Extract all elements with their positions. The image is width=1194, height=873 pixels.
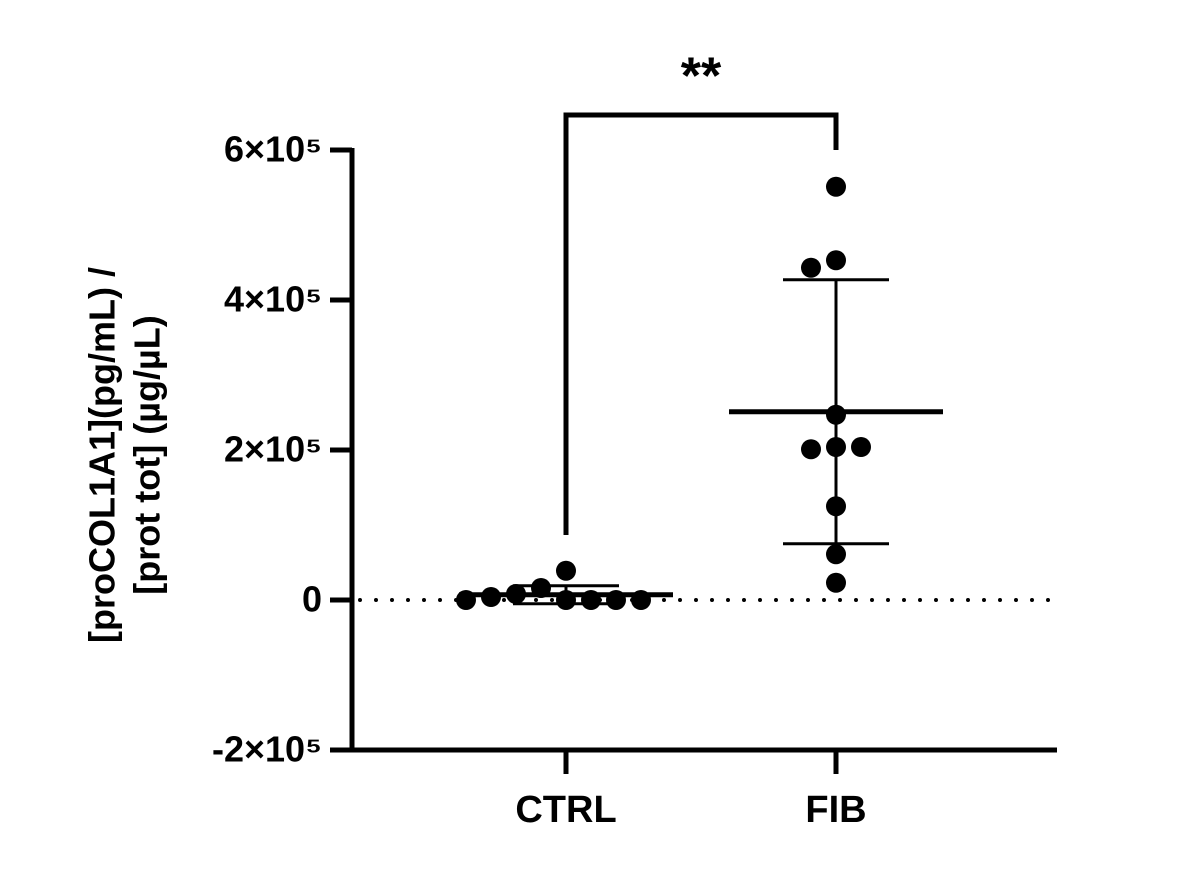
data-point (826, 250, 846, 271)
x-tick-label: FIB (805, 789, 866, 831)
data-point (826, 176, 846, 197)
y-axis-label: [prot tot] (µg/µL) (127, 315, 168, 594)
y-tick-label: 2×10⁵ (224, 429, 322, 470)
significance-bracket (563, 112, 839, 535)
y-axis-label: [proCOL1A1](pg/mL) / (82, 267, 123, 643)
data-point (801, 439, 821, 460)
data-point (826, 544, 846, 565)
data-point (826, 572, 846, 593)
data-point (851, 437, 871, 457)
y-tick-label: 6×10⁵ (224, 129, 322, 170)
data-point (556, 560, 576, 581)
data-point (801, 257, 821, 278)
significance-label: ** (681, 48, 722, 106)
y-tick-label: 0 (302, 579, 322, 620)
y-tick-label: -2×10⁵ (212, 729, 322, 770)
y-tick-label: 4×10⁵ (224, 279, 322, 320)
x-tick-label: CTRL (515, 789, 616, 831)
